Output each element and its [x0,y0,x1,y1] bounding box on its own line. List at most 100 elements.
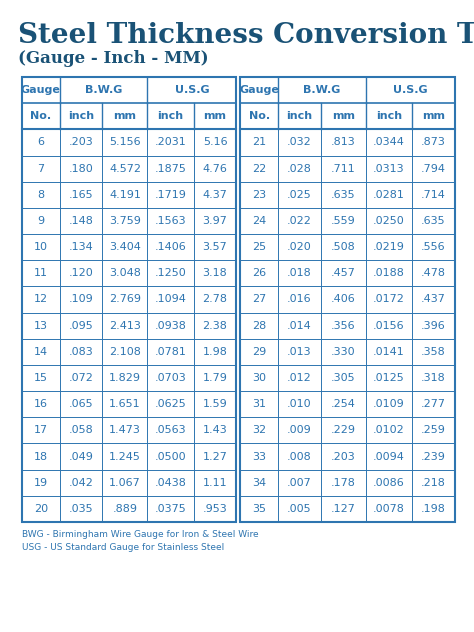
Text: 2.413: 2.413 [109,320,141,331]
Text: .1563: .1563 [155,216,186,226]
Text: .005: .005 [287,504,312,514]
Text: .014: .014 [287,320,312,331]
Text: .025: .025 [287,190,312,200]
Text: 3.97: 3.97 [202,216,228,226]
Text: .889: .889 [112,504,137,514]
Text: .711: .711 [331,164,356,174]
Text: 3.57: 3.57 [203,242,228,252]
Text: .127: .127 [331,504,356,514]
Text: 33: 33 [252,451,266,461]
Text: .559: .559 [331,216,356,226]
Text: mm: mm [332,111,355,121]
Text: 17: 17 [34,425,48,435]
Text: .277: .277 [421,399,446,409]
Text: 4.76: 4.76 [202,164,228,174]
Text: .0250: .0250 [373,216,405,226]
Text: mm: mm [113,111,137,121]
Text: .134: .134 [69,242,93,252]
Text: BWG - Birmingham Wire Gauge for Iron & Steel Wire: BWG - Birmingham Wire Gauge for Iron & S… [22,530,259,539]
Text: .254: .254 [331,399,356,409]
Text: .203: .203 [69,137,93,147]
Text: .013: .013 [287,347,312,357]
Text: 8: 8 [37,190,45,200]
Text: mm: mm [203,111,227,121]
Text: 1.245: 1.245 [109,451,141,461]
Text: inch: inch [68,111,94,121]
Text: 3.048: 3.048 [109,269,141,278]
Text: .1875: .1875 [155,164,186,174]
Text: No.: No. [249,111,270,121]
Text: .318: .318 [421,373,446,383]
Text: .635: .635 [331,190,356,200]
Text: Gauge: Gauge [239,85,279,95]
Text: 1.98: 1.98 [202,347,228,357]
Text: U.S.G: U.S.G [393,85,428,95]
Text: .065: .065 [69,399,93,409]
Text: 13: 13 [34,320,48,331]
Text: 2.78: 2.78 [202,295,228,305]
Text: 14: 14 [34,347,48,357]
Text: inch: inch [157,111,183,121]
Text: .239: .239 [421,451,446,461]
Text: 1.067: 1.067 [109,478,141,488]
Text: 9: 9 [37,216,45,226]
Text: inch: inch [376,111,402,121]
Text: .010: .010 [287,399,312,409]
Text: .0109: .0109 [373,399,405,409]
Text: .198: .198 [421,504,446,514]
Text: 4.572: 4.572 [109,164,141,174]
Text: 1.11: 1.11 [203,478,228,488]
Text: .508: .508 [331,242,356,252]
Text: .356: .356 [331,320,356,331]
Text: .396: .396 [421,320,446,331]
Text: .018: .018 [287,269,312,278]
Text: .1406: .1406 [155,242,186,252]
Text: 5.156: 5.156 [109,137,141,147]
Text: .330: .330 [331,347,356,357]
Text: 1.59: 1.59 [203,399,228,409]
Text: .635: .635 [421,216,446,226]
Text: 4.191: 4.191 [109,190,141,200]
Text: .953: .953 [203,504,228,514]
Text: .813: .813 [331,137,356,147]
Text: .0102: .0102 [373,425,405,435]
Text: 1.43: 1.43 [203,425,228,435]
Text: .035: .035 [69,504,93,514]
Text: 19: 19 [34,478,48,488]
Text: .305: .305 [331,373,356,383]
Text: 29: 29 [252,347,266,357]
Text: .0172: .0172 [373,295,405,305]
Text: 28: 28 [252,320,266,331]
Text: 20: 20 [34,504,48,514]
Text: 2.108: 2.108 [109,347,141,357]
Text: .229: .229 [331,425,356,435]
Text: .0219: .0219 [373,242,405,252]
Text: .0500: .0500 [155,451,186,461]
Text: .0281: .0281 [373,190,405,200]
Text: 10: 10 [34,242,48,252]
Text: .058: .058 [69,425,93,435]
Text: .0313: .0313 [373,164,405,174]
Bar [22,77,237,522]
Text: .203: .203 [331,451,356,461]
Text: .794: .794 [421,164,446,174]
Text: B.W.G: B.W.G [85,85,122,95]
Text: .2031: .2031 [155,137,186,147]
Text: .0563: .0563 [155,425,186,435]
Text: Gauge: Gauge [21,85,61,95]
Text: 26: 26 [252,269,266,278]
Text: .0625: .0625 [155,399,186,409]
Text: .0375: .0375 [155,504,186,514]
Text: .218: .218 [421,478,446,488]
Text: 11: 11 [34,269,48,278]
Text: .0078: .0078 [373,504,405,514]
Text: .009: .009 [287,425,312,435]
Text: .457: .457 [331,269,356,278]
Text: 24: 24 [252,216,266,226]
Text: inch: inch [286,111,312,121]
Text: 22: 22 [252,164,266,174]
Text: .016: .016 [287,295,312,305]
Text: .1719: .1719 [155,190,186,200]
Text: .556: .556 [421,242,446,252]
Bar [240,77,455,522]
